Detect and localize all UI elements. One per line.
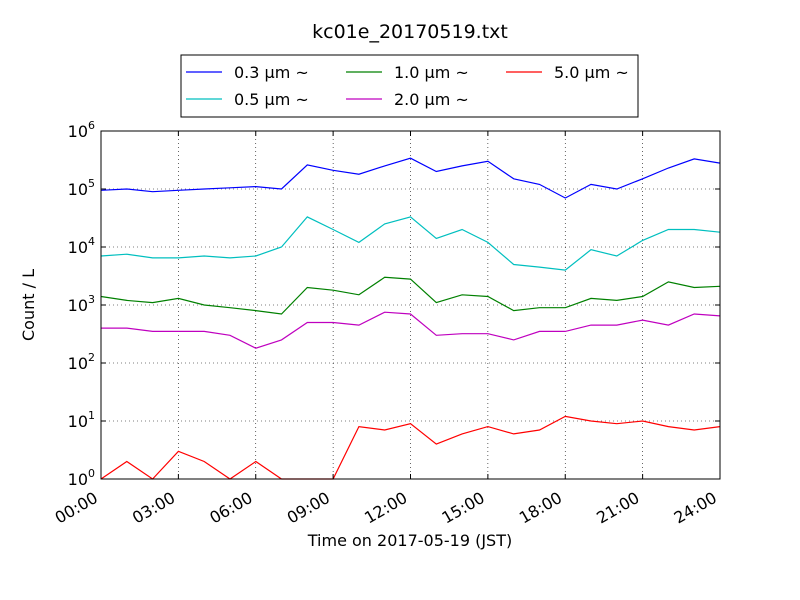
- grid: [100, 130, 721, 480]
- legend-box: [180, 54, 639, 118]
- series-line-1: [100, 216, 721, 271]
- series-line-0: [100, 157, 721, 199]
- chart-title: kc01e_20170519.txt: [312, 21, 508, 43]
- x-tick-label: 03:00: [129, 488, 178, 528]
- y-axis-label: Count / L: [19, 269, 38, 341]
- series-line-3: [101, 311, 721, 349]
- y-axis: 100 101 102 103 104 105 106: [68, 119, 720, 489]
- x-axis: 00:00 03:00 06:00 09:00 12:00 15:00 18:00 21:00…: [52, 131, 721, 528]
- x-tick-label: 24:00: [671, 488, 720, 528]
- y-tick-label: 100: [68, 467, 95, 489]
- series-layer: [100, 157, 721, 480]
- x-axis-label: Time on 2017-05-19 (JST): [307, 531, 512, 550]
- legend-label-2: 1.0 μm ~: [394, 63, 469, 82]
- series-line-4: [100, 415, 721, 480]
- y-tick-label: 104: [68, 235, 95, 257]
- y-tick-label: 106: [68, 119, 95, 141]
- legend-label-1: 0.5 μm ~: [234, 90, 309, 109]
- y-tick-label: 105: [68, 177, 95, 199]
- legend-label-4: 5.0 μm ~: [554, 63, 629, 82]
- y-tick-label: 103: [68, 293, 95, 315]
- y-tick-label: 102: [68, 351, 95, 373]
- legend-label-0: 0.3 μm ~: [234, 63, 309, 82]
- x-tick-label: 21:00: [593, 488, 642, 528]
- x-tick-label: 00:00: [52, 488, 101, 528]
- series-line-2: [100, 276, 721, 315]
- x-tick-label: 06:00: [206, 488, 255, 528]
- x-tick-label: 09:00: [284, 488, 333, 528]
- y-tick-label: 101: [68, 409, 95, 431]
- x-tick-label: 15:00: [438, 488, 487, 528]
- legend-label-3: 2.0 μm ~: [394, 90, 469, 109]
- legend: 0.3 μm ~ 0.5 μm ~ 1.0 μm ~ 2.0 μm ~ 5.0 μm ~: [180, 54, 639, 118]
- x-tick-label: 18:00: [516, 488, 565, 528]
- x-tick-label: 12:00: [361, 488, 410, 528]
